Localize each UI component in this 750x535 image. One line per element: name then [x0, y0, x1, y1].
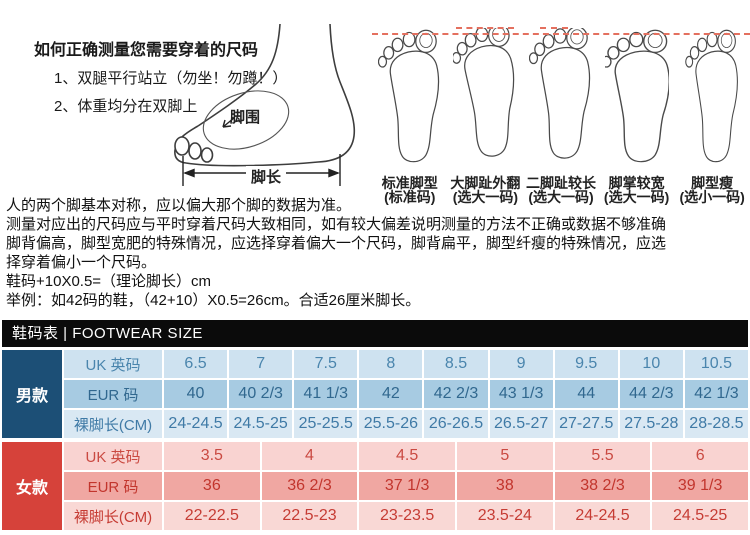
men-uk-cell: 9.5	[554, 350, 618, 378]
men-cm-cell: 24.5-25	[229, 410, 293, 438]
note-line: 鞋码+10X0.5=（理论脚长）cm	[6, 273, 212, 290]
men-eur-cell: 40 2/3	[229, 380, 293, 408]
women-uk-cell: 5.5	[554, 442, 651, 470]
foot-sideview-drawing	[174, 23, 356, 186]
men-uk-cell: 6.5	[164, 350, 228, 378]
women-cm-cell: 24.5-25	[652, 502, 748, 530]
size-table-title: 鞋码表 | FOOTWEAR SIZE	[2, 320, 748, 347]
women-eur-cell: 38 2/3	[554, 472, 651, 500]
men-eur-cell: 44 2/3	[619, 380, 683, 408]
women-eur-cell: 37 1/3	[359, 472, 455, 500]
note-line: 择穿着偏小一个尺码。	[6, 254, 157, 271]
women-uk-cell: 5	[456, 442, 553, 470]
size-table: 鞋码表 | FOOTWEAR SIZE 男款 UK 英码 6.5 7 7.5 8…	[2, 320, 748, 530]
women-cm-cell: 23.5-24	[456, 502, 553, 530]
men-eur-cell: 42	[359, 380, 423, 408]
men-size-grid: 男款 UK 英码 6.5 7 7.5 8 8.5 9 9.5 10 10.5 E…	[2, 350, 748, 438]
sizing-notes: 人的两个脚基本对称，应以偏大那个脚的数据为准。 测量对应出的尺码应与平时穿着尺码…	[6, 196, 750, 310]
foot-type-advice: (选小一码)	[679, 189, 745, 205]
women-cm-cell: 22-22.5	[164, 502, 260, 530]
men-cm-cell: 26.5-27	[489, 410, 553, 438]
toe-guide-line-segment	[540, 27, 568, 29]
foot-type-name: 脚掌较宽	[608, 175, 665, 191]
men-eur-cell: 43 1/3	[489, 380, 553, 408]
men-uk-cell: 8	[359, 350, 423, 378]
men-cm-cell: 25-25.5	[294, 410, 358, 438]
foot-type-long-second-toe: 二脚趾较长 (选大一码)	[523, 6, 599, 210]
foot-type-name: 标准脚型	[381, 175, 438, 191]
men-cm-cell: 25.5-26	[359, 410, 423, 438]
men-uk-cell: 8.5	[424, 350, 488, 378]
women-size-grid: 女款 UK 英码 3.5 4 4.5 5 5.5 6 EUR 码 36 36 2…	[2, 442, 748, 530]
row-label-cm: 裸脚长(CM)	[64, 502, 162, 530]
women-cm-cell: 24-24.5	[554, 502, 651, 530]
women-cm-cell: 23-23.5	[359, 502, 455, 530]
men-eur-cell: 44	[554, 380, 618, 408]
men-section-label: 男款	[2, 350, 62, 438]
foot-type-name: 大脚趾外翻	[450, 175, 521, 191]
footprint-bunion-icon	[453, 28, 518, 159]
foot-type-narrow: 脚型瘦 (选小一码)	[674, 6, 750, 210]
men-uk-cell: 7	[229, 350, 293, 378]
row-label-eur: EUR 码	[64, 380, 162, 408]
row-label-eur: EUR 码	[64, 472, 162, 500]
note-line: 脚背偏高，脚型宽肥的特殊情况，应选择穿着偏大一个尺码，脚背扁平，脚型纤瘦的特殊情…	[6, 235, 667, 252]
foot-type-name: 二脚趾较长	[525, 175, 596, 191]
foot-type-advice: (标准码)	[384, 189, 436, 205]
men-uk-cell: 9	[489, 350, 553, 378]
men-eur-cell: 40	[164, 380, 228, 408]
men-uk-cell: 10	[619, 350, 683, 378]
row-label-cm: 裸脚长(CM)	[64, 410, 162, 438]
men-eur-cell: 41 1/3	[294, 380, 358, 408]
foot-length-label: 脚长	[246, 166, 287, 187]
men-cm-cell: 26-26.5	[424, 410, 488, 438]
women-uk-cell: 6	[652, 442, 748, 470]
women-uk-cell: 3.5	[164, 442, 260, 470]
men-cm-cell: 27-27.5	[554, 410, 618, 438]
women-eur-cell: 38	[456, 472, 553, 500]
foot-type-name: 脚型瘦	[691, 175, 734, 191]
men-uk-cell: 7.5	[294, 350, 358, 378]
note-line: 举例：如42码的鞋，（42+10）X0.5=26cm。合适26厘米脚长。	[6, 292, 421, 309]
foot-type-advice: (选大一码)	[452, 189, 519, 205]
foot-side-diagram: 脚围 脚长	[168, 22, 368, 194]
foot-type-gallery: 标准脚型 (标准码) 大脚趾外翻 (选大一码) 二脚趾较长 (选大一码) 脚掌较…	[372, 6, 750, 210]
foot-type-bunion: 大脚趾外翻 (选大一码)	[448, 6, 524, 210]
women-uk-cell: 4	[261, 442, 358, 470]
women-section-label: 女款	[2, 442, 62, 530]
men-uk-cell: 10.5	[684, 350, 748, 378]
note-line: 人的两个脚基本对称，应以偏大那个脚的数据为准。	[6, 197, 352, 214]
women-cm-cell: 22.5-23	[261, 502, 358, 530]
foot-type-advice: (选大一码)	[603, 189, 670, 205]
women-eur-cell: 39 1/3	[652, 472, 748, 500]
men-cm-cell: 28-28.5	[684, 410, 748, 438]
row-label-uk: UK 英码	[64, 350, 162, 378]
foot-girth-label: 脚围	[230, 109, 261, 126]
men-cm-cell: 24-24.5	[164, 410, 228, 438]
measure-instructions: 如何正确测量您需要穿着的尺码 1、双腿平行站立（勿坐！勿蹲！） 2、体重均分在双…	[34, 36, 364, 116]
foot-type-wide: 脚掌较宽 (选大一码)	[599, 6, 675, 210]
women-eur-cell: 36	[164, 472, 260, 500]
toe-guide-line	[372, 33, 750, 35]
women-eur-cell: 36 2/3	[261, 472, 358, 500]
footprint-standard-icon	[377, 29, 439, 163]
row-label-uk: UK 英码	[64, 442, 162, 470]
men-eur-cell: 42 1/3	[684, 380, 748, 408]
foot-type-standard: 标准脚型 (标准码)	[372, 6, 448, 210]
instructions-title: 如何正确测量您需要穿着的尺码	[34, 42, 259, 59]
men-cm-cell: 27.5-28	[619, 410, 683, 438]
toe-guide-line-segment	[456, 27, 514, 29]
footprint-wide-icon	[604, 29, 669, 163]
footprint-long-second-toe-icon	[528, 28, 591, 159]
instruction-step-1: 1、双腿平行站立（勿坐！勿蹲！）	[54, 70, 288, 87]
note-line: 测量对应出的尺码应与平时穿着尺码大致相同，如有较大偏差说明测量的方法不正确或数据…	[6, 216, 667, 233]
women-uk-cell: 4.5	[359, 442, 455, 470]
men-eur-cell: 42 2/3	[424, 380, 488, 408]
foot-type-advice: (选大一码)	[528, 189, 594, 205]
footprint-narrow-icon	[685, 29, 739, 163]
instruction-step-2: 2、体重均分在双脚上	[54, 98, 198, 115]
